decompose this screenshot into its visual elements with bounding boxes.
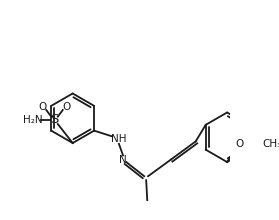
Text: O: O (39, 102, 47, 112)
Text: H₂N: H₂N (23, 115, 43, 125)
Text: S: S (50, 114, 59, 126)
Text: NH: NH (111, 134, 127, 144)
Text: N: N (119, 155, 127, 165)
Text: CH₃: CH₃ (263, 139, 279, 149)
Text: O: O (235, 139, 244, 149)
Text: O: O (62, 102, 70, 112)
